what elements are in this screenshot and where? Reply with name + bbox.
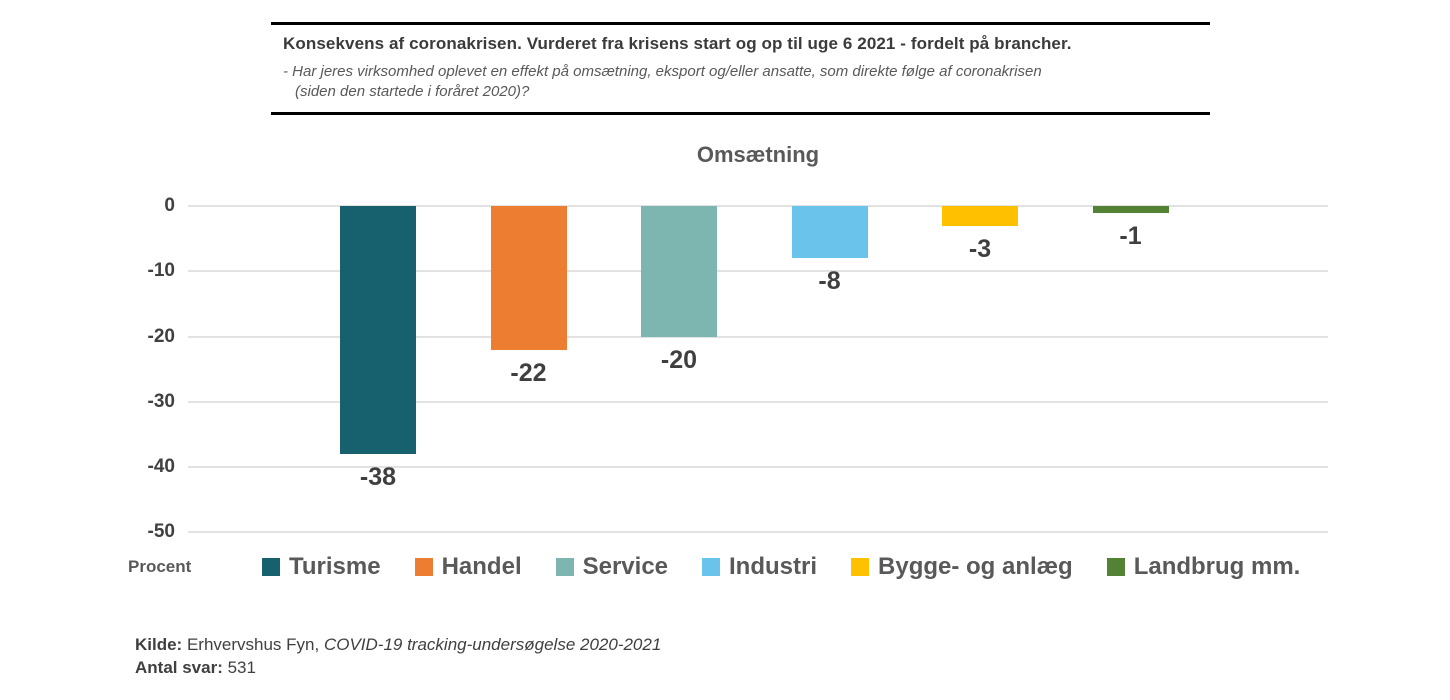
gridline-y0 [188,205,1328,207]
bar-value-label: -8 [818,267,841,296]
y-axis-tick-label: -40 [147,456,175,477]
legend-label: Turisme [289,553,381,580]
chart-title: Omsætning [696,142,820,167]
bar-industri[interactable] [791,206,868,259]
legend-item-handel[interactable]: Handel [414,553,522,581]
gridline-y-20 [188,335,1328,338]
legend-swatch-icon [555,558,574,576]
bar-turisme[interactable] [340,206,416,454]
header-question-box: Konsekvens af coronakrisen. Vurderet fra… [271,22,1210,115]
gridline-y-10 [188,270,1328,273]
y-axis-tick-label: -30 [147,390,175,412]
bar-value-label: -38 [359,462,397,491]
legend-swatch-icon [262,558,280,576]
legend-swatch-icon [1106,558,1125,576]
responses-value: 531 [222,658,256,677]
bar-landbrug-mm-[interactable] [1092,206,1169,213]
footer-notes: Kilde: Erhvervshus Fyn, COVID-19 trackin… [135,633,661,679]
source-label: Kilde: [135,635,183,654]
legend-label: Service [582,553,669,580]
legend-item-industri[interactable]: Industri [702,553,817,581]
legend-label: Handel [441,553,522,580]
header-question: - Har jeres virksomhed oplevet en effekt… [283,62,1198,102]
legend-swatch-icon [414,558,433,576]
legend-label: Landbrug mm. [1133,553,1301,580]
legend-swatch-icon [851,558,870,576]
bar-value-label: -22 [510,358,547,387]
legend-label: Industri [729,553,818,580]
bar-value-label: -3 [968,234,992,263]
bar-handel[interactable] [490,206,567,350]
legend-swatch-icon [702,558,721,576]
bar-bygge-og-anl-g[interactable] [942,206,1018,226]
gridline-y-50 [188,531,1328,534]
legend-item-service[interactable]: Service [555,553,669,581]
header-title: Konsekvens af coronakrisen. Vurderet fra… [283,34,1072,53]
legend-label: Bygge- og anlæg [878,553,1073,580]
header-question-line2: (siden den startede i foråret 2020)? [295,83,530,100]
y-axis-tick-label: -50 [147,521,175,543]
bar-value-label: -1 [1119,221,1142,250]
y-axis-tick-label: -20 [147,325,175,347]
bar-service[interactable] [641,206,717,337]
header-question-line1: - Har jeres virksomhed oplevet en effekt… [283,63,1042,80]
source-line: Kilde: Erhvervshus Fyn, COVID-19 trackin… [135,633,661,656]
y-axis-tick-label: 0 [164,195,175,216]
legend-item-landbrug-mm-[interactable]: Landbrug mm. [1106,553,1301,581]
legend-item-bygge-og-anl-g[interactable]: Bygge- og anlæg [851,553,1073,581]
y-axis-tick-label: -10 [147,260,175,282]
source-survey-name: COVID-19 tracking-undersøgelse 2020-2021 [323,635,662,654]
chart-legend: Turisme Handel Service Industri Bygge- og an… [262,553,1300,581]
legend-item-turisme[interactable]: Turisme [262,553,381,581]
source-text: Erhvervshus Fyn, [182,635,324,654]
bar-value-label: -20 [660,345,698,374]
responses-label: Antal svar: [135,658,223,677]
gridline-y-30 [188,400,1328,403]
y-axis-unit-label: Procent [128,557,192,576]
gridline-y-40 [188,466,1328,468]
responses-line: Antal svar: 531 [135,656,661,679]
